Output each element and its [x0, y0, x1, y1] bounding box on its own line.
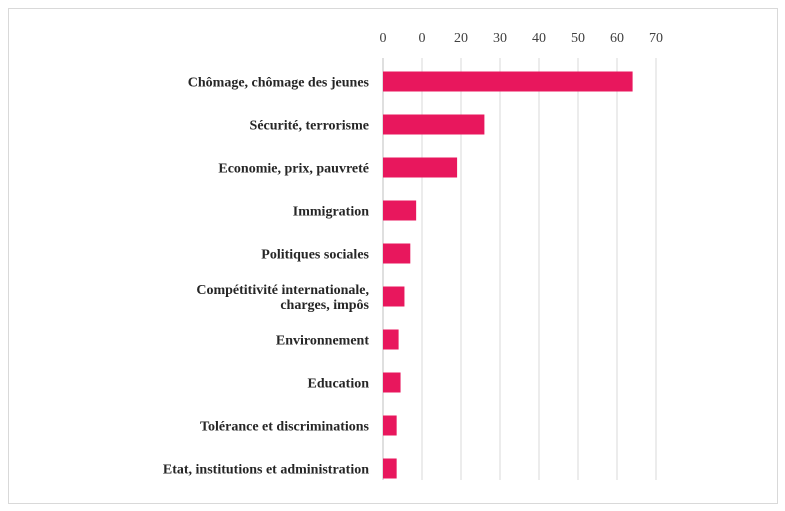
category-label: Environnement [276, 334, 369, 349]
category-label: Education [308, 377, 370, 392]
category-label: Sécurité, terrorisme [250, 119, 369, 134]
category-label: Immigration [293, 205, 369, 220]
x-tick-label: 0 [380, 31, 387, 46]
category-label: Chômage, chômage des jeunes [188, 76, 370, 91]
bar [383, 415, 397, 436]
x-tick-label: 40 [532, 31, 546, 46]
x-tick-label: 20 [454, 31, 468, 46]
x-tick-label: 60 [610, 31, 624, 46]
bar [383, 243, 411, 264]
x-tick-label: 50 [571, 31, 585, 46]
category-label: Economie, prix, pauvreté [218, 162, 369, 177]
bar [383, 71, 633, 92]
bar [383, 114, 485, 135]
bar [383, 286, 405, 307]
bar [383, 157, 458, 178]
category-label: Etat, institutions et administration [163, 463, 369, 478]
category-label: charges, impôs [280, 298, 369, 313]
bar [383, 329, 399, 350]
x-tick-label: 0 [419, 31, 426, 46]
bar [383, 372, 401, 393]
x-tick-label: 70 [649, 31, 663, 46]
x-tick-label: 30 [493, 31, 507, 46]
bar [383, 200, 417, 221]
category-label: Compétitivité internationale, [196, 283, 369, 298]
bar [383, 458, 397, 479]
category-label: Politiques sociales [261, 248, 369, 263]
category-label: Tolérance et discriminations [200, 420, 370, 435]
